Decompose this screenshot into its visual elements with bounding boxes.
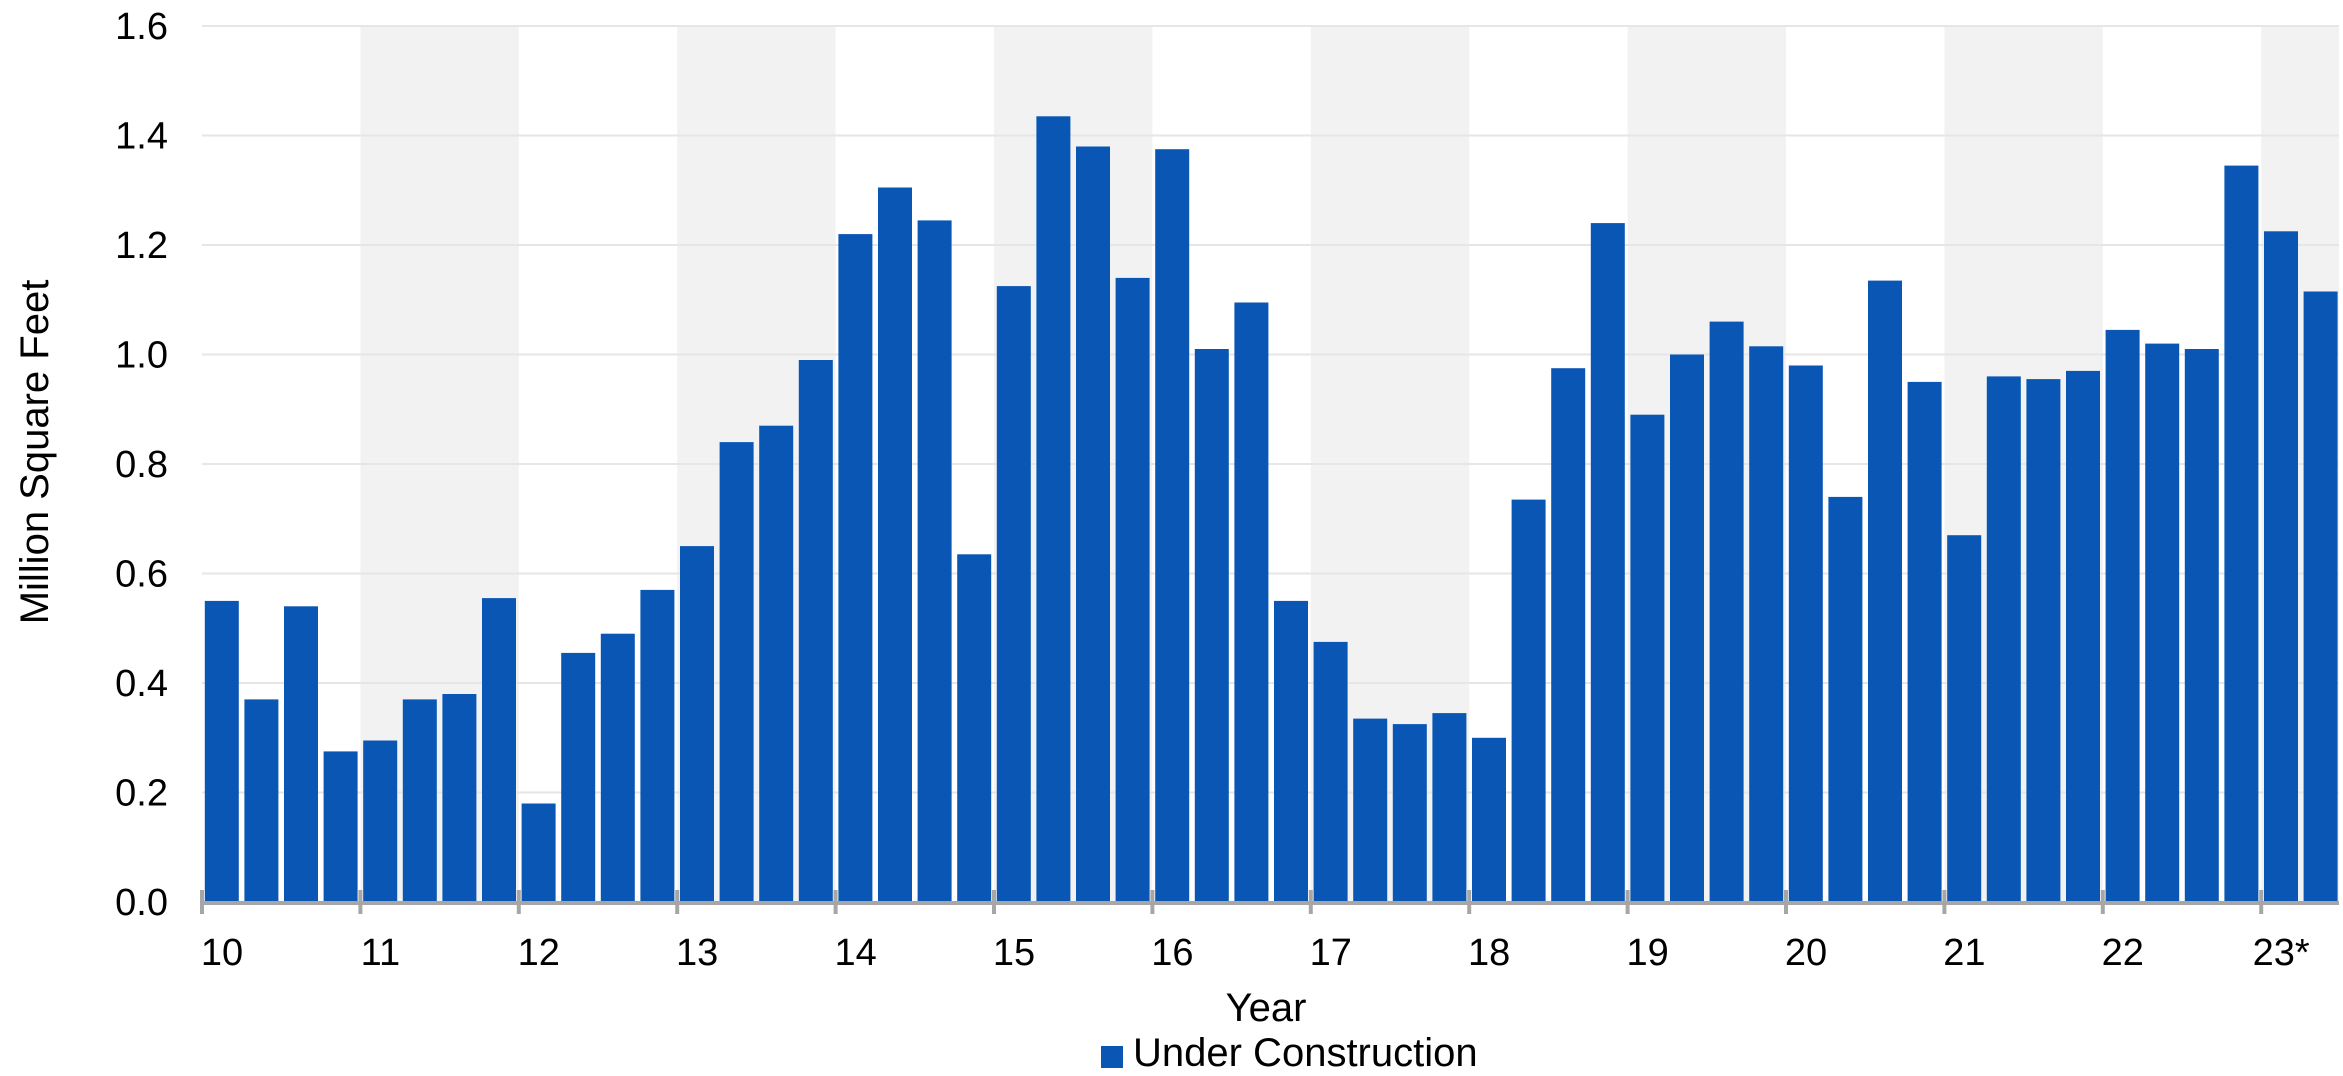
bar [957,554,992,902]
bar [442,694,477,902]
bar [1036,116,1071,903]
bar [798,360,833,902]
gridlines [202,25,2339,794]
x-tick-label: 22 [2102,932,2144,974]
y-tick-label: 0.6 [115,554,168,596]
bar [1551,368,1586,902]
x-tick-label: 11 [361,932,400,974]
bar [1274,600,1308,902]
bar [1947,535,1982,902]
bar [1472,737,1506,903]
y-tick-label: 0.8 [115,444,168,486]
bar [1392,724,1427,902]
bar [2145,343,2180,903]
bar [1353,718,1388,902]
x-axis-tick-labels: 10 11 12 13 14 15 16 17 18 19 20 21 22 23* [201,932,2310,974]
bar [1709,321,1744,903]
bar [680,546,714,902]
bar [323,751,358,902]
y-tick-label: 1.6 [115,6,168,48]
y-axis-title: Million Square Feet [13,280,57,625]
bar [1511,499,1546,902]
x-tick-label: 13 [676,932,718,974]
bars-under-construction [204,116,2338,903]
bar [1907,381,1942,902]
bar [1986,376,2021,902]
bar [1828,496,1863,902]
y-tick-label: 1.4 [115,116,168,158]
bar [1630,414,1665,902]
x-tick-label: 17 [1310,932,1352,974]
bar [917,220,952,902]
bar [482,598,516,902]
bar [204,600,239,902]
bar [244,699,279,902]
x-tick-label: 23* [2253,932,2310,974]
x-tick-label: 20 [1785,932,1827,974]
bar [878,187,912,902]
bar [838,234,873,903]
x-tick-label: 19 [1626,932,1668,974]
legend-swatch [1101,1046,1123,1068]
x-tick-label: 16 [1151,932,1193,974]
x-axis-title: Year [1226,986,1307,1030]
bar [1868,280,1902,903]
bar [1076,146,1110,902]
x-tick-label: 21 [1943,932,1985,974]
y-tick-label: 0.0 [115,882,168,924]
bar [1313,641,1348,902]
legend: Under Construction [1101,1031,1478,1075]
x-tick-label: 10 [201,932,243,974]
bar [1788,365,1823,902]
bar [2224,165,2259,903]
bar [1590,223,1625,903]
bar [1749,346,1784,902]
x-tick-label: 15 [993,932,1035,974]
bar [561,652,596,902]
y-tick-label: 0.2 [115,773,168,815]
bar [2105,329,2140,902]
bar [996,286,1031,903]
x-tick-label: 14 [834,932,876,974]
bar [719,442,754,902]
x-tick-label: 18 [1468,932,1510,974]
y-tick-label: 0.4 [115,663,168,705]
bar [521,803,556,902]
bar [1194,349,1229,902]
bar [600,633,635,902]
x-tick-label: 12 [518,932,560,974]
bar [284,606,318,902]
legend-label: Under Construction [1133,1031,1478,1075]
y-axis-tick-labels: 0.0 0.2 0.4 0.6 0.8 1.0 1.2 1.4 1.6 [115,6,168,924]
bar [1155,149,1190,902]
bar [2184,349,2219,902]
bar [1670,354,1704,902]
bar [640,589,675,902]
bar [363,740,398,902]
bar [1432,713,1467,902]
bar [1234,302,1269,902]
x-axis [200,890,2339,914]
bar [2066,370,2100,902]
bar [402,699,437,902]
bar [759,425,794,902]
bar [2303,291,2338,902]
y-tick-label: 1.0 [115,335,168,377]
bar [1115,277,1150,902]
y-tick-label: 1.2 [115,225,168,267]
bar [2026,379,2061,903]
bar [2264,231,2298,903]
